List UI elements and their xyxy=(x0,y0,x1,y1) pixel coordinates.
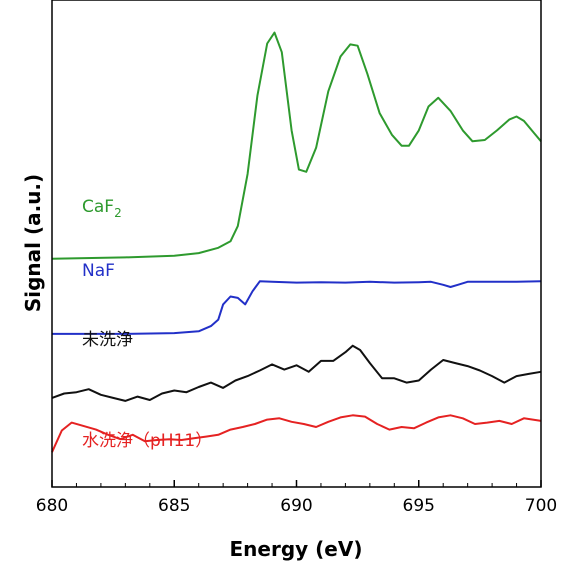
x-ticks-group: 680 685 690 695 700 xyxy=(36,480,557,516)
plot-frame xyxy=(51,0,542,488)
x-tick-label-1: 685 xyxy=(158,496,190,516)
series-line-3 xyxy=(51,414,542,453)
series-line-1 xyxy=(52,280,542,335)
series-label-unwashed: 未洗浄 xyxy=(82,330,133,350)
curves-group xyxy=(51,31,542,453)
x-axis-label: Energy (eV) xyxy=(230,537,363,561)
y-axis-label: Signal (a.u.) xyxy=(21,174,45,312)
series-label-caf2-main: CaF xyxy=(82,197,114,217)
series-line-0 xyxy=(51,31,542,260)
series-label-naf: NaF xyxy=(82,261,115,281)
x-tick-label-0: 680 xyxy=(36,496,68,516)
series-line-2 xyxy=(51,344,542,402)
x-tick-label-3: 695 xyxy=(403,496,435,516)
x-tick-label-2: 690 xyxy=(280,496,312,516)
x-tick-label-4: 700 xyxy=(525,496,557,516)
series-labels-group: CaF2 NaF 未洗浄 水洗浄（pH11） xyxy=(82,197,212,451)
series-label-caf2: CaF2 xyxy=(82,197,122,220)
series-label-water-washed: 水洗浄（pH11） xyxy=(82,431,212,451)
series-label-caf2-subscript: 2 xyxy=(114,206,122,220)
